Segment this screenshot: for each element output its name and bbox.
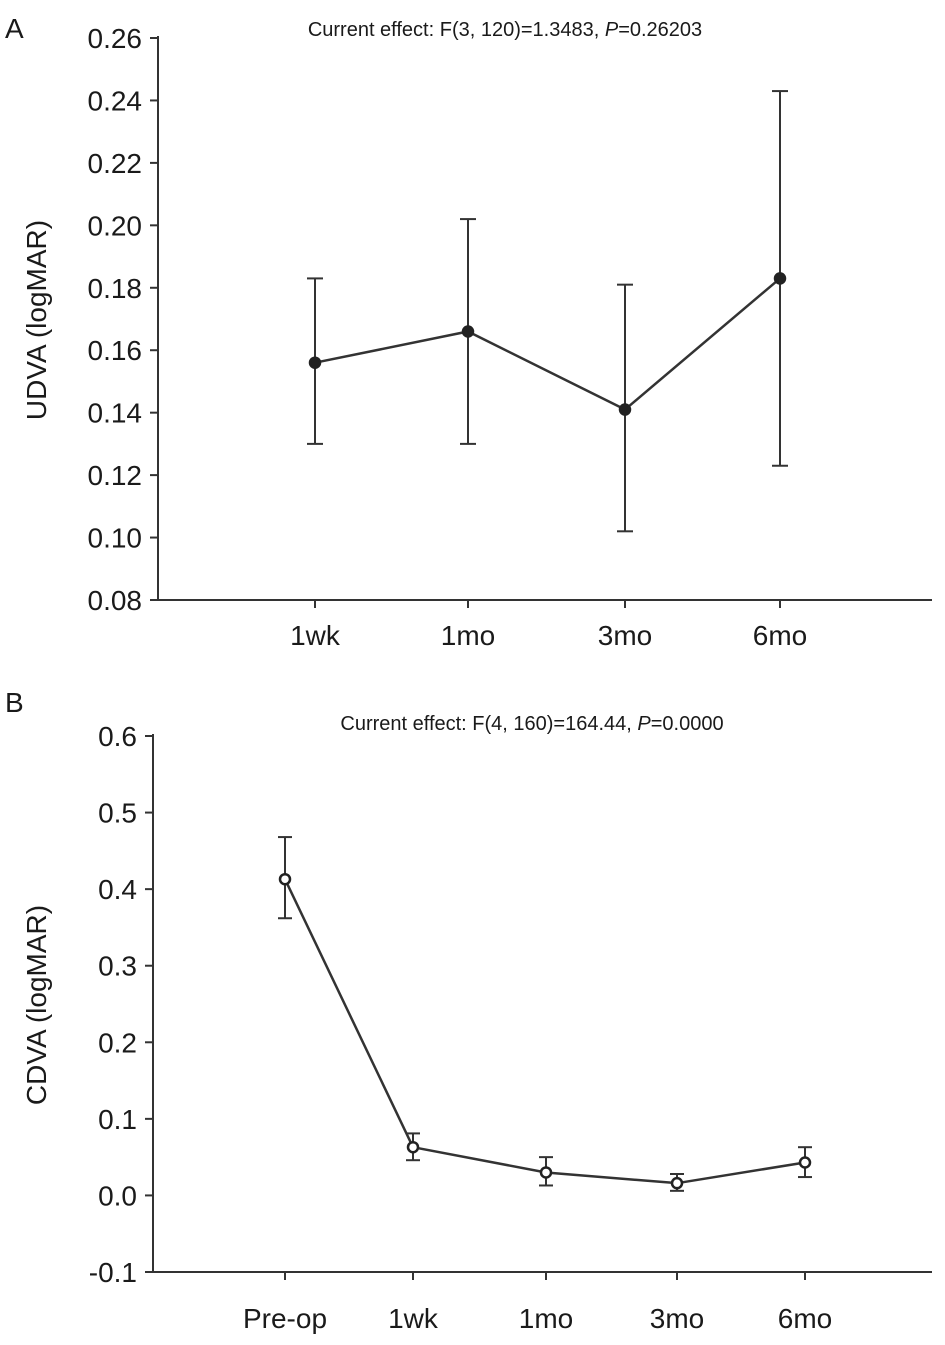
panel-b-x-ticks: Pre-op 1wk 1mo 3mo 6mo	[243, 1272, 832, 1334]
panel-a-annotation: Current effect: F(3, 120)=1.3483, P=0.26…	[308, 19, 702, 41]
y-tick-label: 0.1	[98, 1104, 137, 1135]
y-tick-label: 0.26	[88, 23, 143, 54]
x-tick-label: 6mo	[753, 620, 807, 651]
panel-a: A Current effect: F(3, 120)=1.3483, P=0.…	[5, 13, 932, 651]
x-tick-label: 1wk	[388, 1303, 439, 1334]
panel-b-error-bars	[278, 836, 812, 1192]
data-point	[773, 272, 787, 285]
y-tick-label: 0.24	[88, 85, 143, 116]
y-tick-label: 0.18	[88, 273, 143, 304]
panel-a-x-ticks: 1wk 1mo 3mo 6mo	[290, 600, 807, 651]
y-tick-label: 0.12	[88, 460, 143, 491]
panel-a-series-line	[314, 277, 781, 412]
panel-a-points	[308, 272, 787, 416]
x-tick-label: Pre-op	[243, 1303, 327, 1334]
data-point	[278, 872, 292, 886]
panel-a-y-ticks: 0.26 0.24 0.22 0.20 0.18 0.16 0.14 0.12 0.10 0.08	[88, 23, 158, 616]
y-tick-label: 0.10	[88, 523, 143, 554]
data-point	[406, 1140, 420, 1154]
panel-a-axes	[157, 36, 932, 601]
x-tick-label: 6mo	[778, 1303, 832, 1334]
y-tick-label: 0.16	[88, 335, 143, 366]
y-tick-label: 0.3	[98, 951, 137, 982]
panel-b-series-line	[283, 878, 806, 1185]
data-point	[798, 1156, 812, 1169]
panel-b-annotation: Current effect: F(4, 160)=164.44, P=0.00…	[340, 713, 723, 735]
panel-b-axes	[152, 734, 932, 1273]
y-tick-label: 0.5	[98, 798, 137, 829]
panel-b-points	[278, 872, 812, 1190]
y-tick-label: 0.08	[88, 585, 143, 616]
panel-b-y-axis-label: CDVA (logMAR)	[21, 905, 52, 1105]
y-tick-label: -0.1	[89, 1257, 137, 1288]
y-tick-label: 0.20	[88, 210, 143, 241]
data-point	[308, 356, 322, 369]
data-point	[670, 1176, 684, 1190]
panel-a-y-axis-label: UDVA (logMAR)	[21, 220, 52, 420]
x-tick-label: 3mo	[598, 620, 652, 651]
y-tick-label: 0.22	[88, 148, 143, 179]
y-tick-label: 0.2	[98, 1027, 137, 1058]
data-point	[539, 1166, 553, 1179]
panel-b: B Current effect: F(4, 160)=164.44, P=0.…	[5, 687, 932, 1334]
data-point	[461, 325, 475, 338]
y-tick-label: 0.0	[98, 1180, 137, 1211]
y-tick-label: 0.4	[98, 874, 137, 905]
x-tick-label: 1mo	[519, 1303, 573, 1334]
panel-a-label: A	[5, 13, 24, 44]
panel-b-label: B	[5, 687, 24, 718]
x-tick-label: 3mo	[650, 1303, 704, 1334]
x-tick-label: 1mo	[441, 620, 495, 651]
y-tick-label: 0.14	[88, 398, 143, 429]
y-tick-label: 0.6	[98, 721, 137, 752]
panel-b-y-ticks: 0.6 0.5 0.4 0.3 0.2 0.1 0.0 -0.1	[89, 721, 153, 1288]
data-point	[618, 403, 632, 416]
x-tick-label: 1wk	[290, 620, 341, 651]
panel-a-error-bars	[307, 90, 788, 533]
